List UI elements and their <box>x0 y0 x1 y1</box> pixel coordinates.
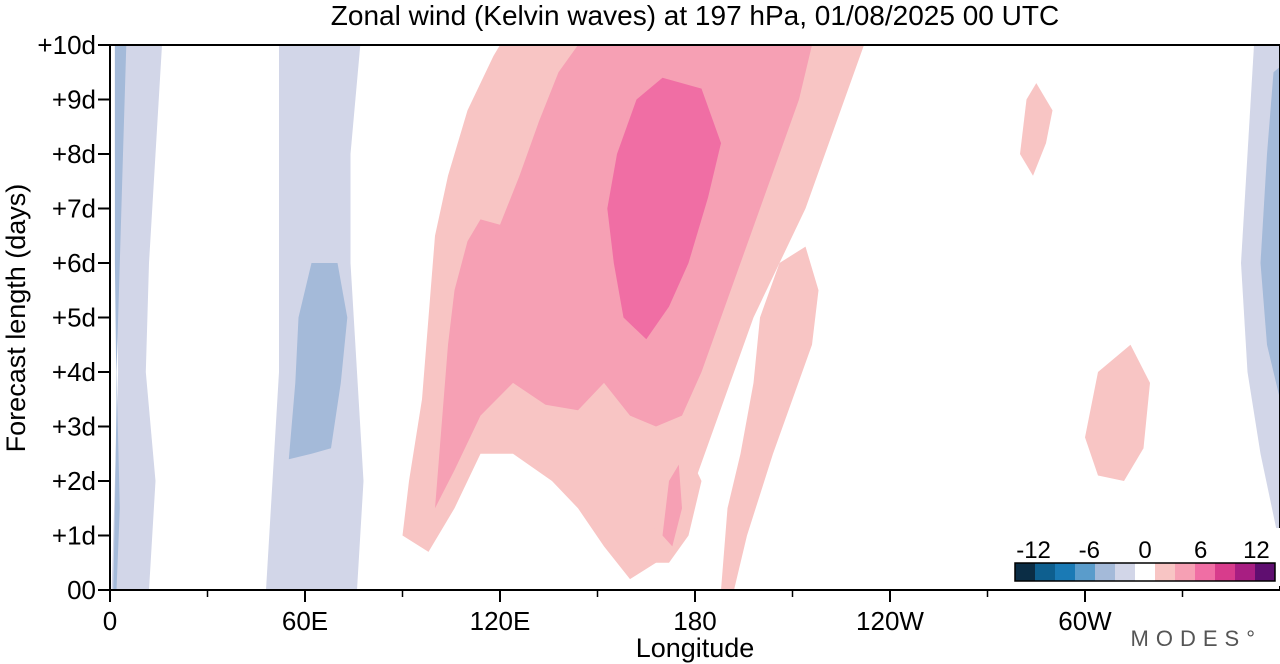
y-tick-label: +2d <box>52 466 96 496</box>
colorbar-swatch <box>1035 563 1056 581</box>
colorbar-label: 0 <box>1138 537 1151 564</box>
colorbar-swatch <box>1075 563 1096 581</box>
colorbar-frame <box>1014 562 1276 582</box>
contour-fills <box>111 45 1280 590</box>
contour-region-5 <box>288 263 348 460</box>
x-tick-label: 120E <box>470 606 531 636</box>
x-tick-label: 60W <box>1058 606 1112 636</box>
contour-region-11 <box>857 426 890 509</box>
colorbar: -12 -6 0 6 12 <box>1009 528 1280 586</box>
contour-region-2 <box>113 45 127 590</box>
colorbar-label: 6 <box>1194 537 1207 564</box>
colorbar-label: 12 <box>1243 537 1270 564</box>
x-axis-label: Longitude <box>636 633 755 663</box>
chart-title: Zonal wind (Kelvin waves) at 197 hPa, 01… <box>331 0 1059 31</box>
colorbar-swatch <box>1015 563 1036 581</box>
contour-region-10 <box>932 192 1030 438</box>
contour-region-19 <box>1020 83 1053 176</box>
colorbar-swatch <box>1195 563 1216 581</box>
colorbar-label: -6 <box>1079 537 1100 564</box>
colorbar-swatch <box>1235 563 1256 581</box>
x-axis: 0 60E 120E 180 120W 60W <box>103 590 1184 636</box>
y-tick-label: +10d <box>37 30 96 60</box>
contour-region-15 <box>721 246 819 590</box>
contour-region-14 <box>607 77 721 340</box>
contour-region-6 <box>483 568 513 590</box>
contour-region-1 <box>111 45 162 590</box>
x-tick-label: 0 <box>103 606 117 636</box>
y-tick-label: +3d <box>52 412 96 442</box>
colorbar-swatch <box>1115 563 1136 581</box>
y-tick-label: +5d <box>52 303 96 333</box>
contour-region-9 <box>1260 66 1280 400</box>
colorbar-swatch <box>1155 563 1176 581</box>
x-tick-label: 120W <box>856 606 924 636</box>
y-axis-label: Forecast length (days) <box>1 184 31 453</box>
colorbar-swatch <box>1175 563 1196 581</box>
y-tick-label: +7d <box>52 194 96 224</box>
contour-region-17 <box>662 464 682 547</box>
y-tick-label: +6d <box>52 248 96 278</box>
colorbar-label: -12 <box>1016 537 1051 564</box>
colorbar-swatch <box>1055 563 1076 581</box>
y-tick-label: +9d <box>52 85 96 115</box>
colorbar-swatch <box>1215 563 1236 581</box>
y-tick-label: +1d <box>52 521 96 551</box>
contour-region-18 <box>1085 344 1150 481</box>
modes-logo: MODES° <box>1131 626 1262 651</box>
y-tick-label: +8d <box>52 139 96 169</box>
plot-area <box>110 45 1280 590</box>
y-tick-label: 00 <box>67 575 96 605</box>
colorbar-swatch <box>1095 563 1116 581</box>
colorbar-swatch <box>1255 563 1276 581</box>
x-tick-label: 60E <box>282 606 328 636</box>
colorbar-swatch <box>1135 563 1156 581</box>
x-tick-label: 180 <box>673 606 716 636</box>
y-axis: 00 +1d +2d +3d +4d +5d +6d +7d +8d +9d +10d <box>37 30 110 605</box>
y-tick-label: +4d <box>52 357 96 387</box>
